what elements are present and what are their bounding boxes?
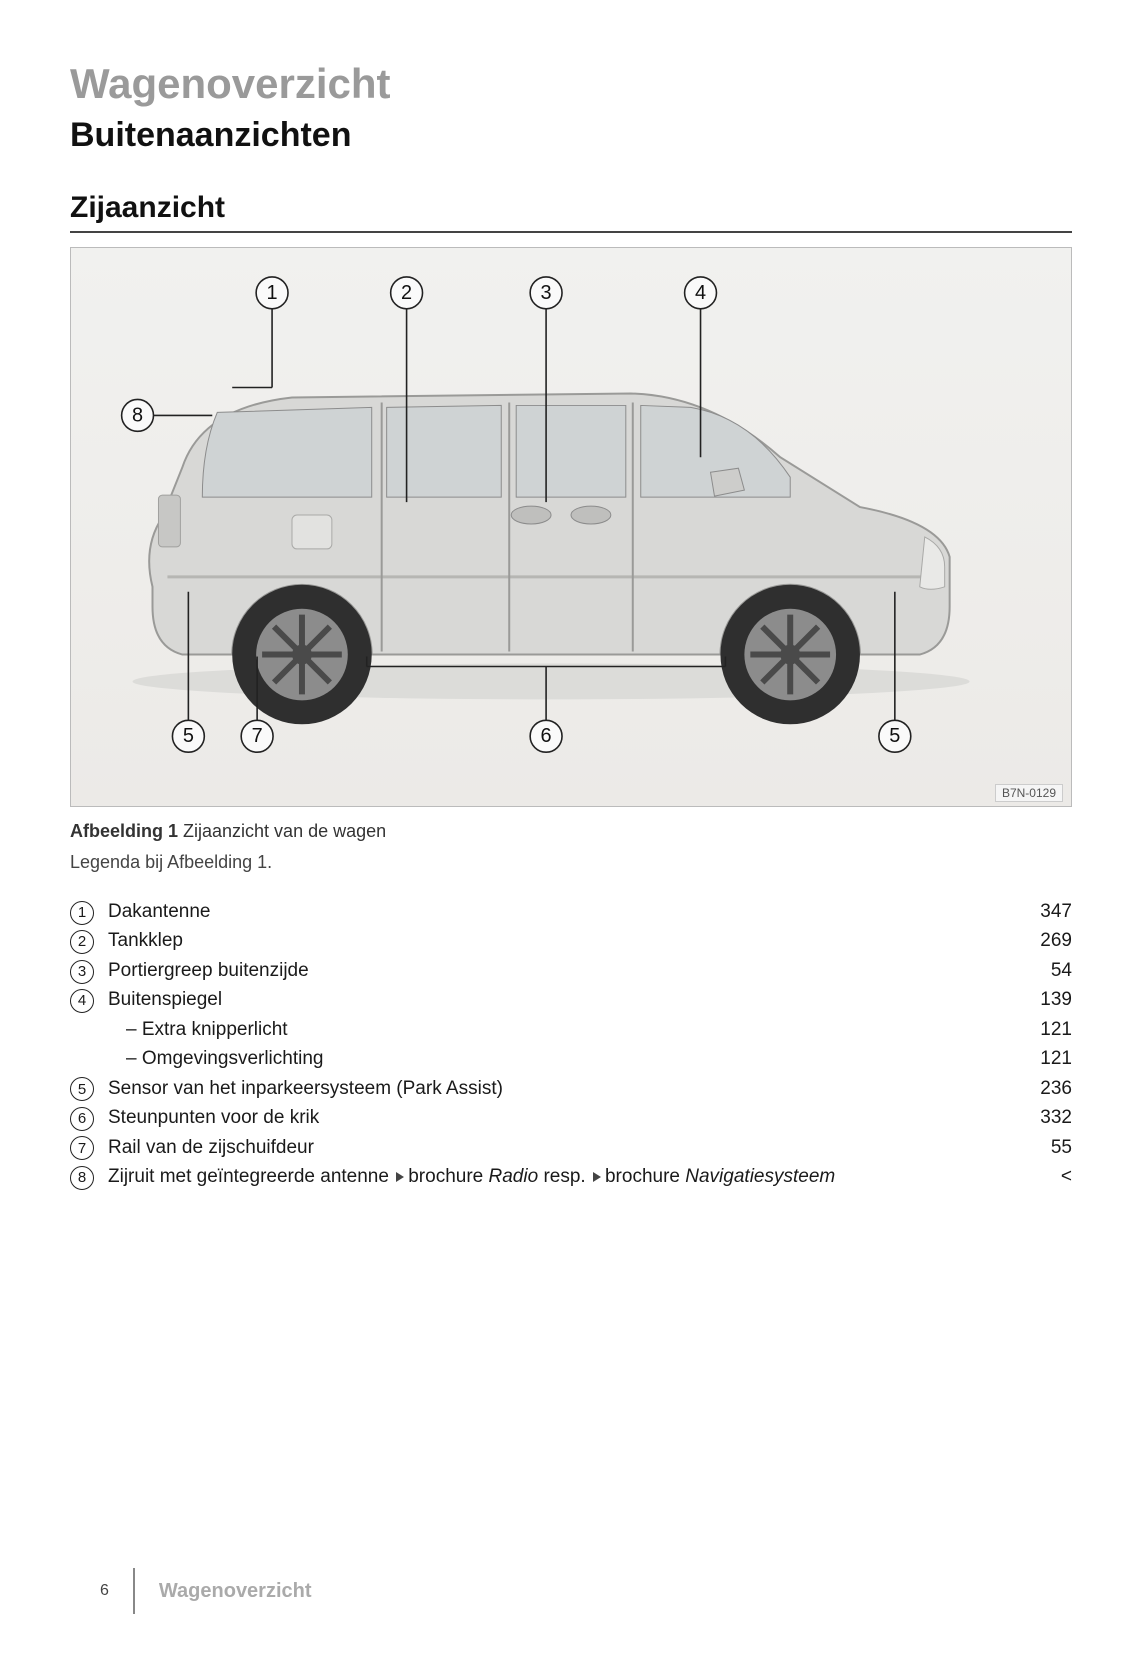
vehicle-diagram: 1 2 3 4 5 7 6 5 8 (71, 248, 1071, 806)
legend-label: – Omgevingsverlichting (108, 1044, 998, 1073)
legend-row: – Extra knipperlicht 121 (70, 1015, 1072, 1044)
legend-page-ref: 55 (1012, 1133, 1072, 1162)
svg-text:7: 7 (252, 725, 263, 747)
legend-continuation-icon: < (1012, 1162, 1072, 1191)
figure-container: 1 2 3 4 5 7 6 5 8 B7N-0129 (70, 247, 1072, 807)
svg-text:2: 2 (401, 282, 412, 304)
legend-page-ref: 54 (1012, 956, 1072, 985)
page-title-main: Wagenoverzicht (70, 60, 1072, 108)
legend-row: 6 Steunpunten voor de krik 332 (70, 1103, 1072, 1132)
footer-separator (133, 1568, 135, 1614)
legend-label: Sensor van het inparkeersysteem (Park As… (108, 1074, 998, 1103)
legend-row: 8 Zijruit met geïntegreerde antenne broch… (70, 1162, 1072, 1191)
svg-text:3: 3 (541, 282, 552, 304)
figure-image-code: B7N-0129 (995, 784, 1063, 802)
page-footer: 6 Wagenoverzicht (100, 1568, 312, 1614)
svg-text:5: 5 (183, 725, 194, 747)
legend-row: 5 Sensor van het inparkeersysteem (Park A… (70, 1074, 1072, 1103)
reference-arrow-icon (396, 1172, 404, 1182)
legend-list: 1 Dakantenne 347 2 Tankklep 269 3 Portiergreep … (70, 897, 1072, 1191)
legend-page-ref: 121 (1012, 1015, 1072, 1044)
legend-label: Portiergreep buitenzijde (108, 956, 998, 985)
legend-row: – Omgevingsverlichting 121 (70, 1044, 1072, 1073)
page-title-sub: Buitenaanzichten (70, 116, 1072, 155)
svg-text:4: 4 (695, 282, 706, 304)
legend-label: Dakantenne (108, 897, 998, 926)
figure-caption-label: Afbeelding 1 (70, 821, 178, 841)
reference-arrow-icon (593, 1172, 601, 1182)
legend-page-ref: 347 (1012, 897, 1072, 926)
legend-number-badge: 7 (70, 1136, 94, 1160)
legend-row: 1 Dakantenne 347 (70, 897, 1072, 926)
svg-text:5: 5 (889, 725, 900, 747)
legend-intro: Legenda bij Afbeelding 1. (70, 852, 1072, 873)
legend-number-badge: 4 (70, 989, 94, 1013)
legend-number-badge: 5 (70, 1077, 94, 1101)
legend-label: – Extra knipperlicht (108, 1015, 998, 1044)
legend-label: Tankklep (108, 926, 998, 955)
svg-text:8: 8 (132, 404, 143, 426)
legend-page-ref: 269 (1012, 926, 1072, 955)
footer-section-name: Wagenoverzicht (159, 1580, 312, 1603)
legend-page-ref: 236 (1012, 1074, 1072, 1103)
legend-row: 4 Buitenspiegel 139 (70, 985, 1072, 1014)
legend-page-ref: 139 (1012, 985, 1072, 1014)
legend-label: Rail van de zijschuifdeur (108, 1133, 998, 1162)
figure-caption: Afbeelding 1 Zijaanzicht van de wagen (70, 821, 1072, 842)
legend-number-badge: 2 (70, 930, 94, 954)
section-heading-rule: Zijaanzicht (70, 191, 1072, 233)
footer-page-number: 6 (100, 1582, 109, 1600)
legend-label: Steunpunten voor de krik (108, 1103, 998, 1132)
svg-text:6: 6 (541, 725, 552, 747)
legend-number-badge: 1 (70, 901, 94, 925)
legend-page-ref: 121 (1012, 1044, 1072, 1073)
legend-number-badge: 3 (70, 960, 94, 984)
legend-label: Zijruit met geïntegreerde antenne brochu… (108, 1162, 998, 1191)
legend-number-badge: 6 (70, 1107, 94, 1131)
legend-row: 7 Rail van de zijschuifdeur 55 (70, 1133, 1072, 1162)
legend-page-ref: 332 (1012, 1103, 1072, 1132)
figure-caption-text: Zijaanzicht van de wagen (178, 821, 386, 841)
legend-label: Buitenspiegel (108, 985, 998, 1014)
svg-text:1: 1 (267, 282, 278, 304)
legend-number-badge: 8 (70, 1166, 94, 1190)
legend-row: 3 Portiergreep buitenzijde 54 (70, 956, 1072, 985)
legend-row: 2 Tankklep 269 (70, 926, 1072, 955)
section-heading: Zijaanzicht (70, 191, 1072, 225)
